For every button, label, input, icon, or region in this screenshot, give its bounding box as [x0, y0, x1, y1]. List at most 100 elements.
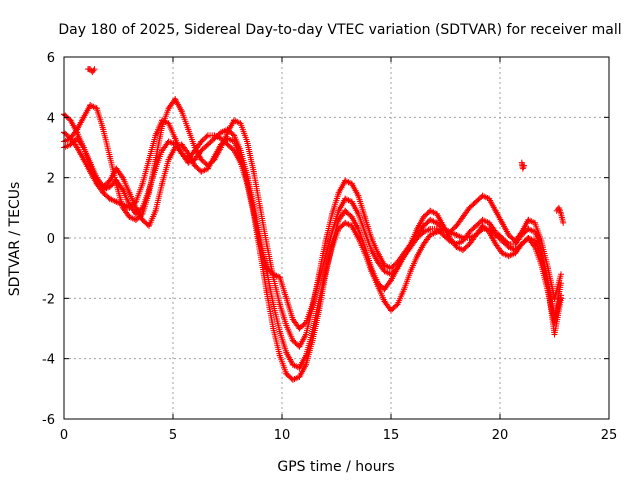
- data-point: [172, 96, 179, 103]
- data-point: [165, 105, 172, 112]
- data-point: [224, 129, 231, 136]
- y-tick-label: -2: [42, 292, 55, 307]
- data-point: [361, 228, 368, 235]
- data-point: [374, 259, 381, 266]
- data-point: [74, 126, 81, 133]
- data-point: [316, 298, 323, 305]
- data-point: [499, 250, 506, 257]
- data-point: [401, 253, 408, 260]
- data-point: [388, 265, 394, 272]
- data-point: [87, 159, 94, 166]
- data-point: [146, 156, 153, 163]
- data-point: [231, 138, 238, 145]
- data-point: [231, 117, 238, 124]
- data-point: [172, 144, 179, 151]
- data-point: [453, 222, 460, 229]
- data-point: [198, 138, 205, 145]
- data-point: [479, 222, 486, 229]
- data-point: [499, 238, 506, 245]
- data-point: [74, 144, 81, 151]
- data-point: [283, 322, 290, 329]
- data-point: [525, 216, 532, 223]
- data-point: [204, 132, 211, 139]
- data-point: [368, 247, 375, 254]
- data-point: [388, 307, 394, 314]
- data-point: [348, 180, 355, 187]
- data-point: [335, 189, 342, 196]
- data-point: [74, 135, 81, 142]
- y-tick-label: 0: [47, 232, 55, 247]
- data-point: [368, 268, 375, 275]
- data-point: [394, 265, 401, 272]
- chart-title: Day 180 of 2025, Sidereal Day-to-day VTE…: [58, 22, 621, 38]
- data-series: [61, 66, 567, 383]
- x-axis-label: GPS time / hours: [277, 459, 394, 475]
- data-point: [146, 189, 153, 196]
- data-point: [316, 277, 323, 284]
- data-point: [178, 150, 185, 157]
- data-point: [119, 174, 126, 181]
- data-point: [67, 141, 74, 148]
- cluster-tail-near-23h: [553, 204, 567, 226]
- x-tick-label: 0: [60, 428, 68, 443]
- y-tick-label: 2: [47, 172, 55, 187]
- data-point: [407, 241, 414, 248]
- data-point: [106, 183, 113, 190]
- cluster-track: [554, 206, 566, 225]
- data-point: [211, 135, 218, 142]
- data-point: [361, 250, 368, 257]
- data-point: [244, 177, 251, 184]
- data-point: [132, 204, 139, 211]
- data-point: [505, 231, 512, 238]
- x-tick-label: 25: [601, 428, 618, 443]
- cluster-spike-near-1h: [84, 66, 98, 76]
- data-point: [342, 195, 349, 202]
- data-point: [518, 228, 525, 235]
- data-point: [335, 207, 342, 214]
- data-point: [473, 222, 480, 229]
- data-point: [80, 144, 87, 151]
- data-point: [185, 126, 192, 133]
- data-point: [381, 298, 388, 305]
- data-point: [551, 319, 558, 326]
- data-point: [159, 180, 166, 187]
- data-point: [466, 204, 473, 211]
- data-point: [335, 225, 342, 232]
- data-point: [80, 156, 87, 163]
- data-point: [538, 238, 545, 245]
- data-point: [231, 132, 238, 139]
- data-point: [381, 268, 388, 275]
- data-point: [551, 295, 558, 302]
- data-point: [139, 216, 146, 223]
- data-point: [289, 337, 296, 344]
- data-point: [486, 228, 493, 235]
- data-point: [374, 283, 381, 290]
- data-point: [322, 238, 329, 245]
- data-point: [296, 364, 303, 371]
- axis-ticks: 0 5 10 15 20 25 -6 -4 -2 0 2 4 6: [42, 51, 617, 443]
- data-point: [322, 253, 329, 260]
- data-point: [427, 231, 434, 238]
- data-point: [420, 241, 427, 248]
- data-point: [263, 241, 270, 248]
- data-point: [388, 277, 394, 284]
- data-point: [505, 253, 512, 260]
- data-point: [165, 120, 172, 127]
- data-point: [126, 204, 133, 211]
- data-point: [93, 105, 100, 112]
- data-point: [87, 102, 94, 109]
- data-point: [119, 204, 126, 211]
- data-point: [505, 244, 512, 251]
- data-point: [276, 301, 283, 308]
- data-point: [250, 207, 257, 214]
- data-point: [132, 216, 139, 223]
- data-point: [204, 165, 211, 172]
- data-point: [67, 135, 74, 142]
- data-point: [544, 289, 551, 296]
- data-point: [139, 180, 146, 187]
- data-point: [126, 213, 133, 220]
- data-point: [224, 141, 231, 148]
- y-tick-label: 4: [47, 111, 55, 126]
